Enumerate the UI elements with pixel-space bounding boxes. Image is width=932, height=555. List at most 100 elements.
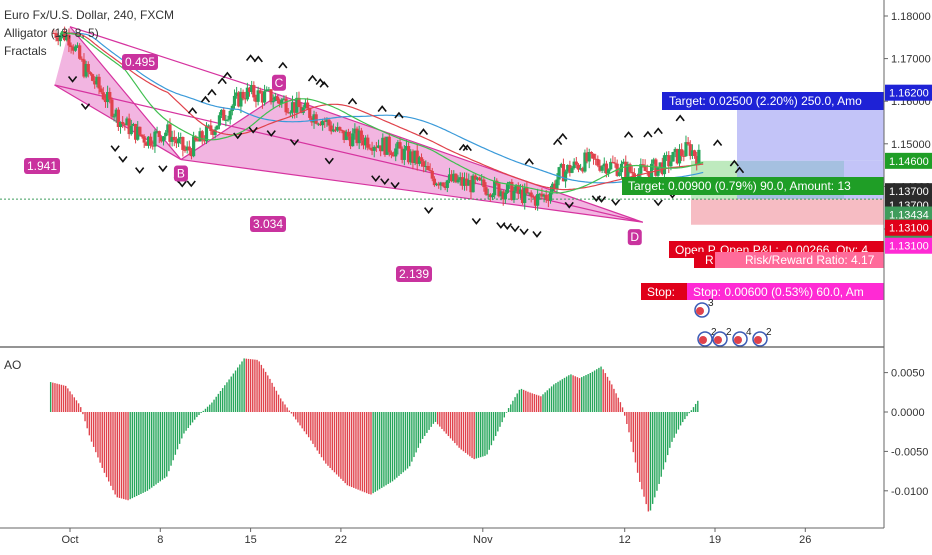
point-c-label-box[interactable]: [271, 74, 286, 91]
candle-body: [222, 109, 226, 121]
price-tag-label[interactable]: 1.13100: [889, 223, 929, 235]
point-b-label[interactable]: B: [177, 167, 185, 181]
short-target-box[interactable]: [622, 177, 884, 195]
fractal-down-marker: [177, 180, 187, 188]
candle-body: [604, 163, 609, 174]
alligator-legend[interactable]: Alligator (13, 8, 5): [4, 26, 99, 40]
candle-body: [138, 126, 142, 135]
candle-body: [402, 148, 406, 160]
candle-body: [551, 183, 555, 192]
candle-body: [409, 151, 413, 163]
candle-body: [490, 195, 495, 198]
candle-body: [413, 150, 417, 163]
candle-body: [576, 164, 581, 170]
candle-body: [125, 118, 129, 126]
candle-body: [245, 87, 249, 100]
ratio-cd-label[interactable]: 2.139: [399, 267, 429, 281]
price-tag-label[interactable]: 1.13700: [889, 186, 929, 198]
candle-body: [170, 136, 174, 142]
fractal-down-marker: [653, 199, 663, 207]
candle-body: [333, 129, 338, 131]
candle-body: [318, 123, 323, 126]
price-tag-box[interactable]: [885, 183, 932, 200]
stop-loss-zone[interactable]: [691, 199, 884, 225]
candle-body: [282, 98, 286, 100]
ratio-bd-label-box[interactable]: [250, 216, 286, 232]
candle-body: [437, 183, 441, 186]
candle-body: [269, 89, 273, 103]
fractal-down-marker: [611, 199, 621, 206]
short-target-label[interactable]: Target: 0.00900 (0.79%) 90.0, Amount: 13: [628, 179, 851, 193]
candle-body: [583, 152, 587, 172]
candle-body: [688, 144, 692, 156]
candle-body: [267, 89, 271, 91]
candle-body: [207, 125, 211, 127]
price-tag-box[interactable]: [885, 219, 932, 236]
ao-legend[interactable]: AO: [4, 358, 22, 372]
stop-prefix[interactable]: Stop:: [647, 285, 675, 299]
stop-label[interactable]: Stop: 0.00600 (0.53%) 60.0, Am: [693, 285, 864, 299]
candle-body: [176, 138, 181, 144]
candle-body: [447, 174, 452, 181]
ratio-cd-label-box[interactable]: [396, 266, 432, 282]
candle-body: [209, 125, 213, 131]
candle-body: [686, 142, 690, 145]
long-target-box[interactable]: [662, 92, 884, 110]
point-d-label-box[interactable]: [627, 229, 642, 246]
candle-body: [533, 197, 538, 206]
candle-body: [422, 161, 426, 167]
candle-body: [389, 152, 394, 156]
rr-box[interactable]: [715, 252, 884, 268]
stop-prefix-box[interactable]: [641, 283, 687, 300]
fractal-down-marker: [233, 132, 243, 140]
candle-body: [568, 164, 572, 173]
candle-body: [656, 166, 660, 176]
candle-body: [372, 146, 376, 151]
point-d-label[interactable]: D: [630, 230, 639, 244]
candle-body: [381, 137, 385, 152]
candle-body: [95, 76, 99, 85]
candle-body: [348, 136, 353, 147]
candle-body: [323, 120, 327, 122]
candle-body: [247, 87, 252, 92]
price-tag-label[interactable]: 1.13100: [889, 241, 929, 253]
rr-label[interactable]: Risk/Reward Ratio: 4.17: [745, 253, 875, 267]
price-tag-box[interactable]: [885, 84, 932, 101]
ratio-xb-label-box[interactable]: [24, 158, 60, 174]
price-tag-label[interactable]: 1.14600: [889, 156, 929, 168]
candle-body: [82, 59, 86, 77]
price-tag-label[interactable]: 1.13434: [889, 210, 929, 222]
fractal-down-marker: [266, 130, 276, 137]
ratio-bd-label[interactable]: 3.034: [253, 217, 283, 231]
candle-body: [86, 64, 90, 73]
event-flag-dot: [714, 336, 722, 344]
candle-body: [164, 132, 168, 137]
long-target-label[interactable]: Target: 0.02500 (2.20%) 250.0, Amo: [669, 94, 862, 108]
fractal-down-marker: [423, 207, 434, 214]
candle-body: [103, 99, 108, 103]
ratio-xb-label[interactable]: 1.941: [27, 159, 57, 173]
fractal-down-marker: [471, 218, 481, 225]
ratio-xc-label[interactable]: 0.495: [125, 55, 155, 69]
candle-body: [366, 137, 370, 148]
candle-body: [129, 125, 133, 135]
candle-body: [316, 123, 320, 125]
rr-prefix-box[interactable]: [694, 252, 715, 268]
point-c-label[interactable]: C: [275, 76, 284, 90]
price-tag-box[interactable]: [885, 152, 932, 169]
ratio-xc-label-box[interactable]: [122, 54, 158, 70]
fractals-legend[interactable]: Fractals: [4, 44, 47, 58]
rr-prefix[interactable]: R: [705, 253, 714, 267]
price-tag-box[interactable]: [885, 206, 932, 223]
candle-body: [157, 131, 161, 138]
candle-body: [602, 163, 606, 167]
stop-box[interactable]: [687, 283, 884, 300]
price-tag-box[interactable]: [885, 237, 932, 254]
candle-body: [254, 97, 258, 102]
candle-body: [84, 64, 88, 77]
price-tag-label[interactable]: 1.16200: [889, 88, 929, 100]
point-b-label-box[interactable]: [173, 165, 188, 182]
symbol-legend[interactable]: Euro Fx/U.S. Dollar, 240, FXCM: [4, 8, 175, 22]
